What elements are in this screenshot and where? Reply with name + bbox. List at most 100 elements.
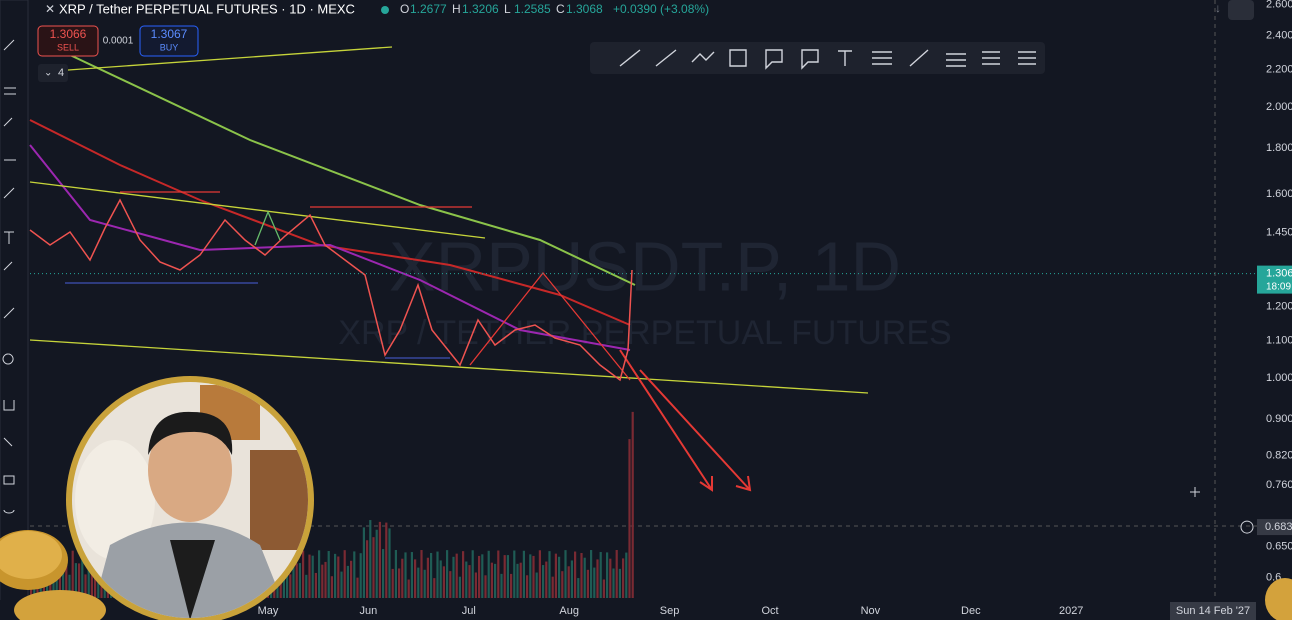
volume-bar (84, 574, 87, 598)
ohlc-value: 1.2677 (410, 2, 447, 16)
volume-bar (369, 520, 372, 598)
price-tick-label: 1.000 (1266, 372, 1292, 384)
volume-bar (318, 550, 321, 598)
status-dot (381, 6, 389, 14)
price-labels: 2.600 2.400 2.200 2.000 1.800 1.600 1.450 1.200… (30, 0, 1292, 584)
volume-bar (474, 572, 477, 598)
volume-bar (577, 578, 580, 598)
sell-label[interactable]: SELL (57, 42, 79, 52)
volume-bar (394, 550, 397, 598)
volume-bar (340, 571, 343, 598)
volume-bar (590, 550, 593, 598)
volume-bar (516, 563, 519, 598)
tool-icons[interactable] (619, 49, 1036, 70)
volume-bar (522, 550, 525, 598)
volume-bar (359, 553, 362, 598)
volume-bar (68, 574, 71, 598)
ohlc-value: 1.3068 (566, 2, 603, 16)
volume-bar (62, 555, 65, 598)
volume-bar (433, 578, 436, 598)
volume-bar (490, 562, 493, 598)
volume-bar (298, 563, 301, 598)
sync-button[interactable] (1228, 0, 1254, 20)
volume-bar (500, 573, 503, 598)
ohlc-value: 1.3206 (462, 2, 499, 16)
volume-bar (631, 411, 634, 598)
decoration (170, 540, 215, 618)
last-price-label: 1.306 (1266, 268, 1292, 280)
close-icon[interactable]: ✕ (45, 2, 55, 16)
ma-green (69, 54, 636, 286)
time-axis (0, 600, 1292, 620)
volume-bar (615, 550, 618, 598)
drawing-tools (619, 49, 1036, 70)
volume-bar (561, 571, 564, 598)
price-tick-label: 1.800 (1266, 142, 1292, 154)
ohlc-key: L (504, 2, 511, 16)
arrow (254, 210, 281, 246)
ohlc-value: 1.2585 (514, 2, 551, 16)
price-tick-label: 1.450 (1266, 227, 1292, 239)
decoration (1265, 578, 1292, 620)
price-tick-label: 2.200 (1266, 64, 1292, 76)
coins (0, 530, 1292, 620)
decoration (72, 382, 308, 618)
volume-bar (398, 568, 401, 598)
time-label: Jul (462, 605, 476, 617)
price-tick-label: 1.100 (1266, 335, 1292, 347)
watermark: XRPUSDT.P, 1D XRP / TETHER PERPETUAL FUT… (338, 227, 951, 352)
decoration (14, 590, 106, 620)
arrow (619, 349, 752, 492)
volume-bar (346, 565, 349, 598)
price-tick-label: 1.600 (1266, 188, 1292, 200)
volume-bar (289, 574, 292, 598)
volume-bar (388, 528, 391, 598)
ohlc-key: H (452, 2, 461, 16)
volume-bar (551, 576, 554, 598)
left-toolbar[interactable] (0, 0, 29, 620)
volume-bar (401, 558, 404, 598)
indicators (29, 54, 636, 351)
buy-price[interactable]: 1.3067 (151, 27, 188, 41)
volume-bar (343, 550, 346, 598)
ohlc: O 1.2677 H 1.3206 L 1.2585 C 1.3068 (400, 2, 603, 16)
time-label: Oct (761, 605, 778, 617)
indicator-toggle[interactable] (38, 64, 68, 82)
volume-bar (442, 566, 445, 598)
volume-bar (606, 552, 609, 598)
time-label: Sep (660, 605, 680, 617)
volume-bar (350, 560, 353, 598)
decoration (75, 440, 155, 560)
volume-bar (407, 579, 410, 598)
volume-bar (497, 550, 500, 598)
volume-bar (462, 551, 465, 598)
buy-button[interactable] (139, 25, 199, 57)
time-label: Aug (559, 605, 579, 617)
volume-bar (510, 573, 513, 598)
sell-price[interactable]: 1.3066 (50, 27, 87, 41)
volume-bar (426, 557, 429, 598)
volume-bar (465, 561, 468, 598)
price-path (29, 198, 633, 382)
time-label: Nov (861, 605, 881, 617)
volume-bar (558, 556, 561, 598)
sell-button[interactable] (37, 25, 99, 57)
volume-bar (327, 551, 330, 598)
ohlc-key: O (400, 2, 409, 16)
trendline (29, 181, 486, 239)
volume-bar (78, 563, 81, 598)
volume-bar (519, 562, 522, 598)
indicator-count[interactable]: 4 (58, 67, 64, 79)
price-tick-label: 1.200 (1266, 301, 1292, 313)
volume-bar (439, 560, 442, 598)
time-crosshair (1170, 602, 1256, 620)
volume-bar (58, 573, 61, 598)
volume-bar (593, 567, 596, 598)
decoration: ⌄ (44, 68, 52, 79)
price-tick-label: 0.820 (1266, 450, 1292, 462)
buy-label[interactable]: BUY (160, 42, 179, 52)
price-tick-label: 0.760 (1266, 479, 1292, 491)
decoration (148, 411, 233, 455)
add-alert[interactable] (1240, 520, 1254, 534)
volume-bar (372, 537, 375, 598)
